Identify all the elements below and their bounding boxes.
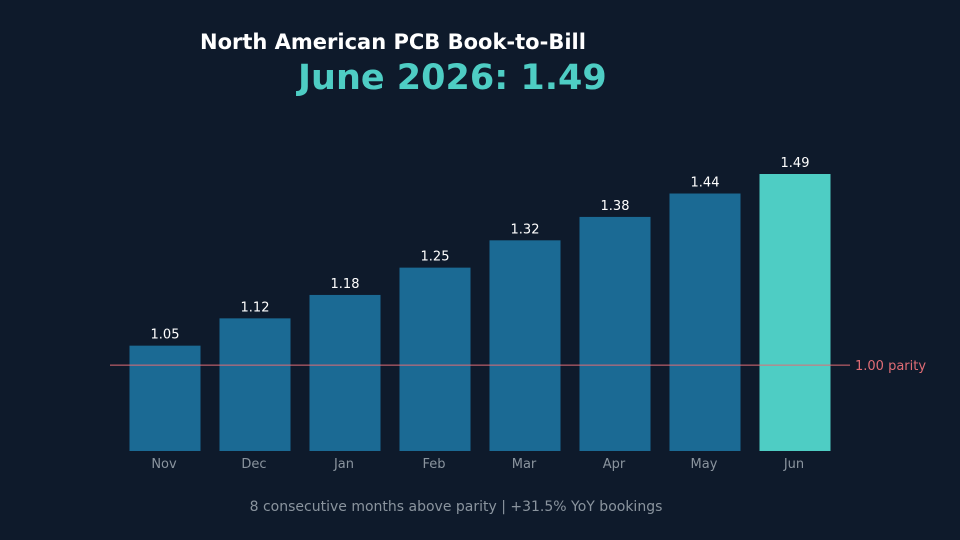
x-tick-label-mar: Mar bbox=[512, 457, 537, 472]
data-label-may: 1.44 bbox=[691, 176, 720, 191]
x-tick-label-may: May bbox=[691, 457, 718, 472]
bar-dec bbox=[219, 318, 291, 451]
headline-value: June 2026: 1.49 bbox=[298, 58, 607, 98]
bar-apr bbox=[579, 216, 651, 451]
x-tick-label-jan: Jan bbox=[333, 457, 354, 472]
x-tick-label-feb: Feb bbox=[422, 457, 445, 472]
bar-jan bbox=[309, 294, 381, 451]
bar-mar bbox=[489, 240, 561, 451]
parity-reference-label: 1.00 parity bbox=[855, 359, 926, 374]
chart-title: North American PCB Book-to-Bill bbox=[200, 30, 586, 54]
data-label-mar: 1.32 bbox=[511, 222, 540, 237]
bar-feb bbox=[399, 267, 471, 451]
data-label-nov: 1.05 bbox=[151, 328, 180, 343]
x-tick-label-dec: Dec bbox=[241, 457, 266, 472]
data-label-feb: 1.25 bbox=[421, 250, 450, 265]
x-tick-label-apr: Apr bbox=[603, 457, 626, 472]
bar-nov bbox=[129, 345, 201, 451]
data-label-jan: 1.18 bbox=[331, 277, 360, 292]
data-label-apr: 1.38 bbox=[601, 199, 630, 214]
bar-jun bbox=[759, 174, 831, 451]
bar-may bbox=[669, 193, 741, 451]
chart-footnote: 8 consecutive months above parity | +31.… bbox=[249, 499, 663, 515]
x-tick-label-nov: Nov bbox=[151, 457, 177, 472]
x-tick-label-jun: Jun bbox=[783, 457, 804, 472]
data-label-jun: 1.49 bbox=[781, 156, 810, 171]
data-label-dec: 1.12 bbox=[241, 300, 270, 315]
